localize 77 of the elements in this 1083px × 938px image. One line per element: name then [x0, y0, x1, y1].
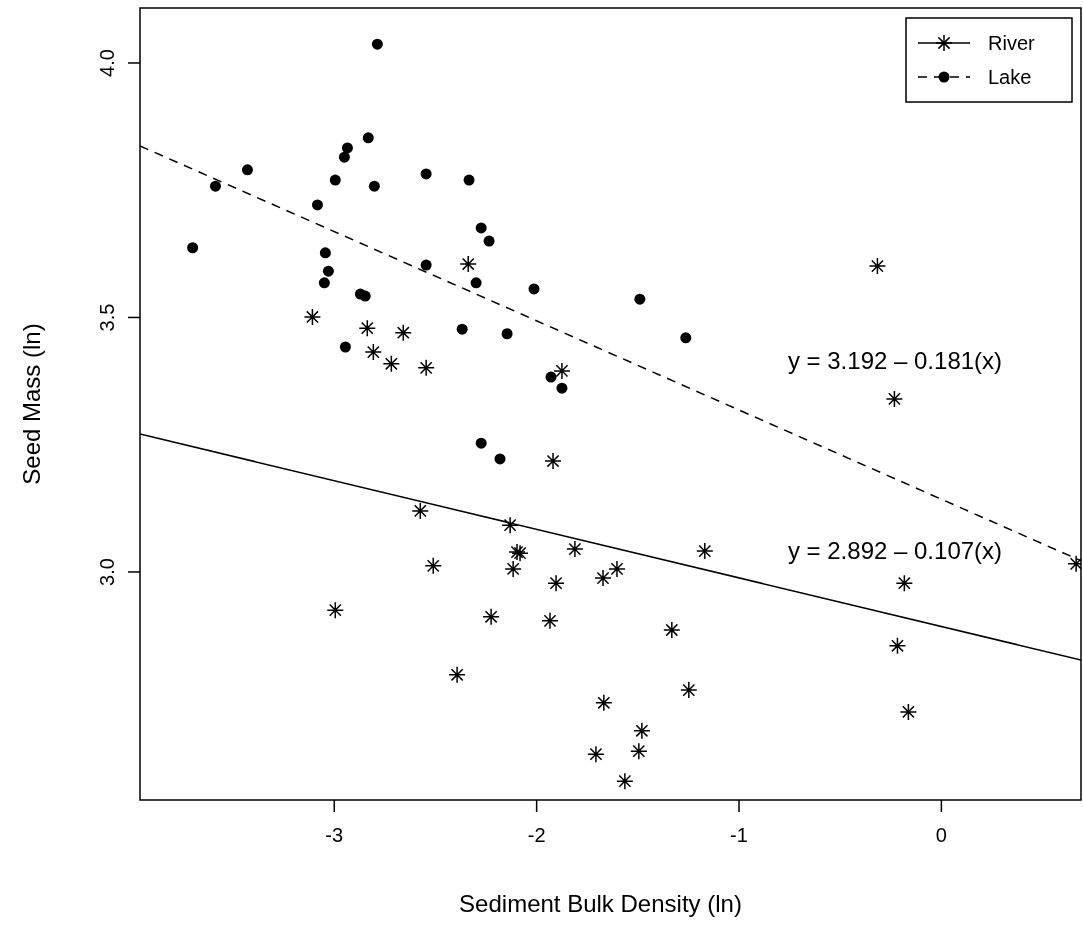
point [463, 174, 475, 186]
point [895, 574, 914, 592]
point [594, 569, 612, 587]
point [362, 132, 374, 144]
point [885, 390, 904, 408]
point [608, 560, 626, 578]
point [394, 323, 413, 342]
point [501, 516, 519, 534]
x-tick-label: -2 [527, 824, 546, 846]
point [541, 612, 559, 630]
point [630, 742, 648, 760]
point [482, 608, 500, 626]
point [544, 452, 562, 470]
point [424, 557, 442, 575]
y-tick-label: 3.0 [96, 558, 118, 586]
point [633, 722, 651, 740]
point [587, 745, 605, 763]
x-tick-label: -1 [730, 824, 748, 846]
x-axis-title: Sediment Bulk Density (ln) [459, 890, 742, 917]
point [680, 681, 698, 699]
point [303, 308, 322, 326]
point [339, 341, 351, 353]
point [680, 332, 692, 344]
point [899, 703, 918, 721]
point [483, 235, 495, 247]
annotation: y = 2.892 – 0.107(x) [787, 537, 1003, 565]
point [888, 637, 907, 655]
point [448, 666, 466, 684]
point [475, 222, 487, 234]
point [364, 343, 383, 361]
point [470, 277, 482, 289]
point [556, 382, 568, 394]
point [616, 772, 634, 790]
point [420, 168, 432, 180]
legend-label: Lake [988, 66, 1032, 88]
point [547, 574, 565, 592]
x-tick-label: -3 [325, 824, 344, 846]
point [459, 255, 477, 273]
point [456, 323, 468, 335]
point [329, 174, 341, 186]
point [545, 371, 557, 383]
point [371, 38, 383, 50]
point [382, 355, 401, 373]
point [595, 694, 613, 712]
point [358, 319, 377, 337]
point [326, 601, 345, 619]
point [504, 560, 522, 578]
point [501, 328, 513, 340]
point [868, 257, 887, 275]
point [475, 437, 487, 449]
point [634, 293, 646, 305]
x-tick-label: 0 [935, 824, 947, 846]
point [341, 142, 353, 154]
point [359, 290, 371, 302]
point [420, 259, 432, 271]
point [494, 453, 506, 465]
point [318, 277, 330, 289]
point [368, 180, 380, 192]
y-tick-label: 4.0 [96, 49, 118, 77]
point [566, 540, 584, 558]
annotation: y = 3.192 – 0.181(x) [787, 347, 1003, 375]
point [241, 164, 253, 176]
point [311, 199, 323, 211]
point [319, 247, 331, 259]
point [663, 621, 681, 639]
legend-label: River [988, 32, 1036, 54]
point [322, 265, 334, 277]
point [187, 242, 199, 254]
point [417, 359, 435, 377]
y-tick-label: 3.5 [96, 303, 118, 332]
y-axis-title: Seed Mass (ln) [18, 323, 45, 485]
point [696, 542, 714, 560]
point [411, 502, 430, 520]
point [553, 362, 571, 380]
point [209, 180, 221, 192]
point [338, 151, 350, 163]
point [528, 283, 540, 295]
